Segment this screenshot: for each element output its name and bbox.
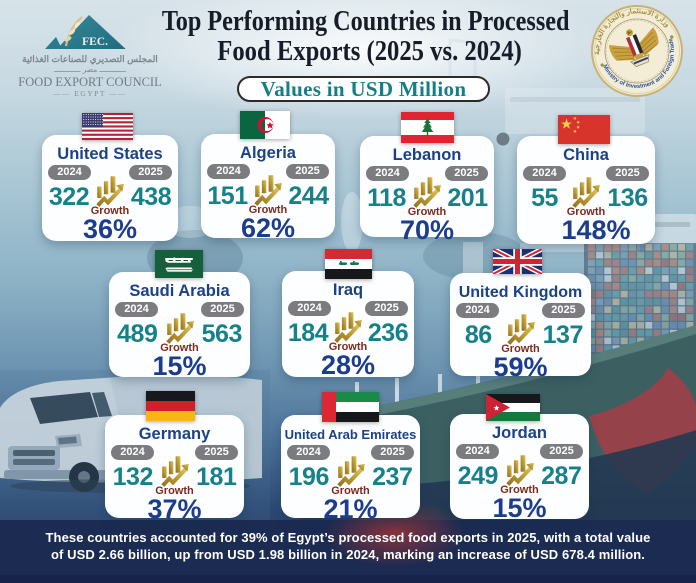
svg-text:—— EGYPT ——: —— EGYPT —— bbox=[52, 89, 127, 98]
svg-text:المجلس التصديري للصناعات الغذا: المجلس التصديري للصناعات الغذائية bbox=[22, 54, 158, 65]
svg-text:ــــــــــــ مصر ـــــــــــ: ــــــــــــ مصر ــــــــــــ bbox=[53, 65, 126, 74]
svg-text:FOOD EXPORT COUNCIL: FOOD EXPORT COUNCIL bbox=[18, 75, 161, 89]
svg-text:FEC.: FEC. bbox=[82, 36, 108, 48]
